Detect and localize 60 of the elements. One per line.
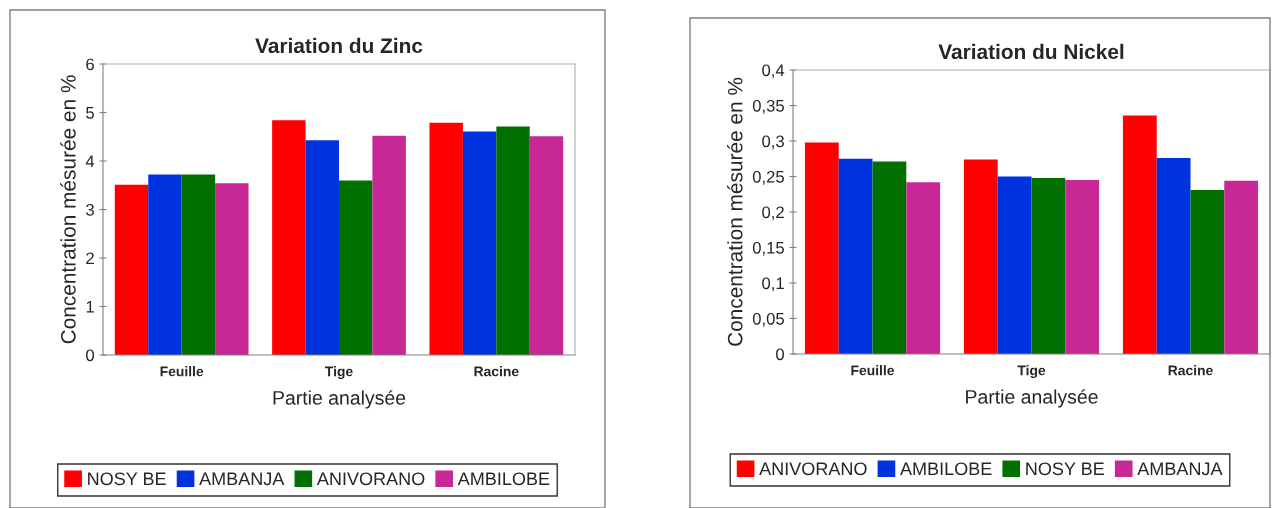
legend-label: NOSY BE [88, 472, 166, 486]
bar [372, 135, 406, 355]
y-tick-label: 0,3 [762, 135, 784, 150]
chart-title: Variation du Zinc [255, 37, 423, 54]
bar [1156, 158, 1191, 354]
y-tick-label: 2 [86, 252, 94, 265]
legend-label: ANIVORANO [759, 462, 867, 476]
x-axis-title: Partie analysée [273, 390, 406, 409]
bar [496, 126, 530, 355]
bar [1190, 189, 1225, 354]
bar [339, 180, 373, 355]
bar [1122, 115, 1157, 354]
bar [906, 182, 941, 354]
y-tick-label: 4 [85, 155, 95, 168]
y-tick-label: 6 [86, 58, 94, 71]
y-tick-label: 5 [86, 107, 94, 119]
x-tick-label: Feuille [160, 366, 204, 377]
x-tick-label: Racine [1168, 365, 1213, 376]
y-tick-label: 0,1 [762, 277, 784, 292]
bar [963, 159, 998, 354]
bar [1224, 180, 1259, 354]
y-axis-title: Concentration mésurée en % [727, 77, 743, 346]
y-tick-label: 1 [86, 301, 94, 313]
y-axis-title: Concentration mésurée en % [60, 75, 76, 344]
bar [181, 174, 216, 355]
chart-title: Variation du Nickel [938, 43, 1124, 60]
y-tick-label: 0,15 [752, 241, 784, 256]
legend-label: ANIVORANO [316, 472, 425, 486]
bar [872, 161, 907, 354]
bar [529, 136, 564, 355]
y-tick-label: 0,35 [752, 99, 784, 114]
y-tick-label: 0 [776, 348, 785, 361]
bar [838, 158, 873, 354]
bar [997, 176, 1032, 354]
bar [804, 142, 839, 354]
legend-label: NOSY BE [1026, 462, 1104, 476]
bar [462, 131, 497, 355]
y-tick-label: 0,05 [752, 312, 784, 327]
bar [1031, 177, 1066, 354]
x-tick-label: Tige [325, 366, 353, 380]
bar [114, 184, 149, 355]
legend-label: AMBILOBE [457, 472, 550, 486]
bar [148, 174, 182, 355]
bar [215, 183, 249, 355]
legend-label: AMBILOBE [900, 462, 992, 476]
bar [305, 140, 339, 355]
y-tick-label: 0,25 [752, 170, 784, 185]
x-tick-label: Tige [1017, 365, 1046, 379]
x-tick-label: Racine [474, 366, 519, 377]
y-tick-label: 0,2 [762, 206, 784, 221]
legend-label: AMBANJA [199, 472, 285, 486]
bar [272, 120, 306, 355]
x-axis-title: Partie analysée [966, 389, 1098, 408]
y-tick-label: 3 [86, 203, 94, 216]
bar [429, 122, 463, 355]
y-tick-label: 0 [86, 349, 95, 362]
bar [1065, 180, 1100, 354]
x-tick-label: Feuille [851, 365, 895, 376]
y-tick-label: 0,4 [762, 64, 785, 79]
legend-label: AMBANJA [1137, 462, 1223, 476]
